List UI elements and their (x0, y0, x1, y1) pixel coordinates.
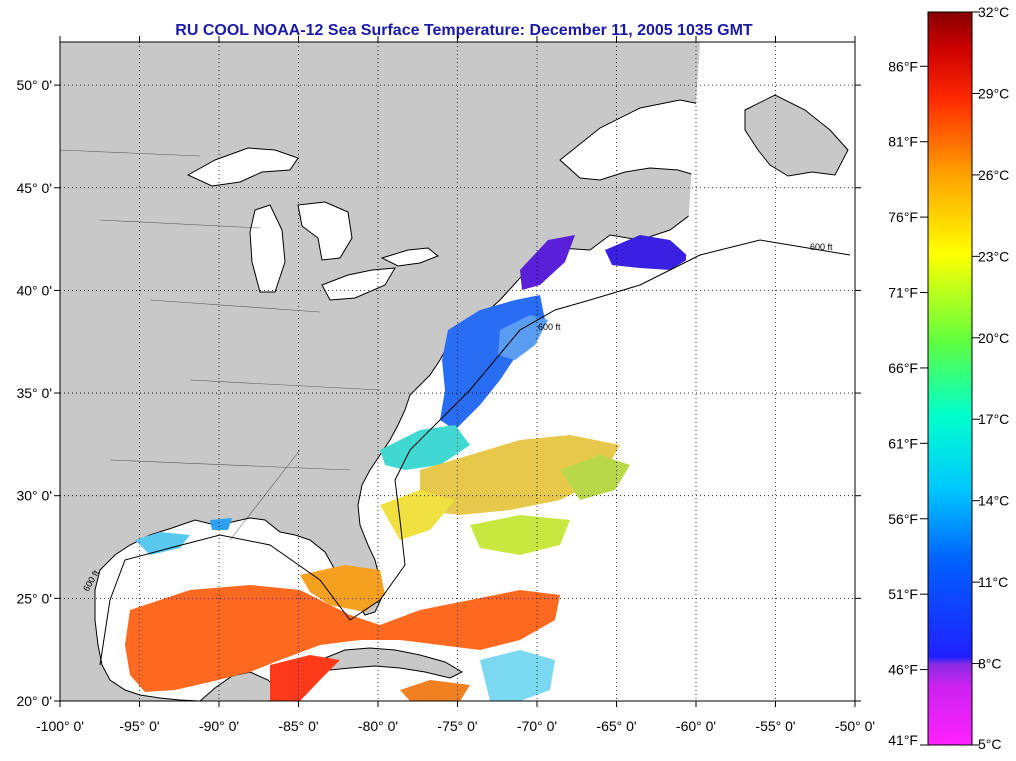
lat-tick-label: 20° 0' (16, 693, 52, 709)
colorbar-label-f: 56°F (888, 511, 918, 527)
latitude-labels: 50° 0' 45° 0' 40° 0' 35° 0' 30° 0' 25° 0' 20° … (16, 77, 861, 709)
boundary-lines (60, 149, 381, 541)
colorbar-label-f: 66°F (888, 360, 918, 376)
newfoundland-outline (744, 94, 849, 177)
sst-data-layer (125, 190, 745, 701)
colorbar-label-c: 23°C (978, 248, 1009, 264)
lat-tick-label: 40° 0' (16, 282, 52, 298)
grid-lines (60, 42, 855, 701)
lon-tick-label: -55° 0' (755, 718, 795, 734)
longitude-labels: -100° 0' -95° 0' -90° 0' -85° 0' -80° 0' -75°… (36, 36, 875, 734)
colorbar-label-c: 11°C (978, 574, 1008, 590)
isobath-label-north: 600 ft (810, 242, 833, 252)
lat-tick-label: 35° 0' (16, 385, 52, 401)
colorbar-labels: 32°C 29°C 26°C 23°C 20°C 17°C 14°C 11°C 8°C 5°C 86… (888, 4, 1009, 752)
colorbar-label-f: 41°F (888, 732, 918, 748)
colorbar-label-f: 46°F (888, 662, 918, 678)
colorbar (927, 11, 973, 746)
colorbar-label-f: 51°F (888, 586, 918, 602)
lat-tick-label: 30° 0' (16, 488, 52, 504)
lon-tick-label: -70° 0' (517, 718, 557, 734)
lon-tick-label: -50° 0' (835, 718, 875, 734)
swath-blank (555, 42, 855, 701)
lon-tick-label: -75° 0' (437, 718, 477, 734)
colorbar-label-c: 8°C (978, 656, 1002, 672)
lat-tick-label: 50° 0' (16, 77, 52, 93)
colorbar-label-c: 29°C (978, 85, 1009, 101)
lon-tick-label: -60° 0' (676, 718, 716, 734)
colorbar-label-f: 81°F (888, 134, 918, 150)
cuba (319, 647, 464, 679)
colorbar-label-c: 26°C (978, 167, 1009, 183)
colorbar-label-c: 20°C (978, 330, 1009, 346)
isobath-label-atlantic: 600 ft (538, 322, 561, 332)
lon-tick-label: -65° 0' (596, 718, 636, 734)
colorbar-label-f: 86°F (888, 58, 918, 74)
map-title: RU COOL NOAA-12 Sea Surface Temperature:… (175, 22, 753, 39)
lon-tick-label: -95° 0' (119, 718, 159, 734)
colorbar-label-c: 5°C (978, 736, 1002, 752)
lon-tick-label: -90° 0' (199, 718, 239, 734)
colorbar-label-c: 32°C (978, 4, 1009, 20)
colorbar-label-c: 17°C (978, 411, 1009, 427)
lat-tick-label: 25° 0' (16, 590, 52, 606)
colorbar-label-f: 71°F (888, 285, 918, 301)
colorbar-label-c: 14°C (978, 493, 1009, 509)
lon-tick-label: -80° 0' (358, 718, 398, 734)
colorbar-label-f: 76°F (888, 209, 918, 225)
lon-tick-label: -100° 0' (36, 718, 84, 734)
isobath-600ft (99, 239, 851, 666)
colorbar-label-f: 61°F (888, 435, 918, 451)
great-lakes (186, 147, 439, 301)
lon-tick-label: -85° 0' (278, 718, 318, 734)
lat-tick-label: 45° 0' (16, 180, 52, 196)
